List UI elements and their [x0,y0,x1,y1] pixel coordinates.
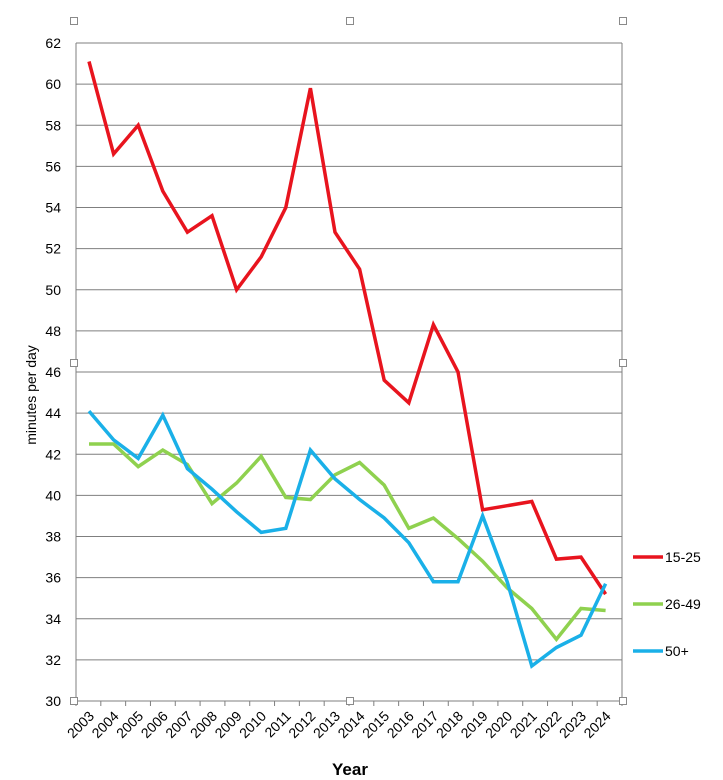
x-tick-label: 2006 [138,708,171,741]
series-line-15-25 [87,61,608,596]
legend-label: 50+ [665,643,689,659]
x-tick-labels: 2003200420052006200720082009201020112012… [64,708,614,741]
x-tick-label: 2012 [285,708,318,741]
x-tick-label: 2015 [359,708,392,741]
x-tick-label: 2018 [433,708,466,741]
series-lines [87,61,608,669]
legend-label: 26-49 [665,596,701,612]
x-tick-label: 2011 [261,708,294,741]
x-tick-label: 2007 [162,708,195,741]
x-tick-label: 2005 [113,708,146,741]
y-tick-label: 44 [45,405,61,421]
x-tick-label: 2016 [384,708,417,741]
y-tick-label: 38 [45,529,61,545]
resize-handle[interactable] [70,697,78,705]
x-tick-label: 2021 [507,708,540,741]
series-line-26-49 [89,442,606,643]
y-tick-label: 58 [45,117,61,133]
y-tick-label: 54 [45,200,61,216]
y-tick-label: 36 [45,570,61,586]
series-line-50+ [87,409,608,669]
y-tick-label: 46 [45,364,61,380]
y-tick-label: 32 [45,652,61,668]
y-tick-label: 30 [45,693,61,709]
y-tick-label: 34 [45,611,61,627]
y-tick-labels: 30 32 34 36 38 40 42 44 46 48 50 52 54 56 58 60 62 [45,35,61,709]
y-tick-label: 42 [45,446,61,462]
x-tick-label: 2009 [211,708,244,741]
resize-handle[interactable] [70,359,78,367]
x-tick-label: 2017 [408,708,441,741]
y-tick-label: 60 [45,76,61,92]
x-tick-label: 2013 [310,708,343,741]
selection-handles[interactable] [70,17,627,705]
resize-handle[interactable] [346,697,354,705]
resize-handle[interactable] [70,17,78,25]
resize-handle[interactable] [619,697,627,705]
legend: 15-25 26-49 50+ [633,549,701,659]
x-tick-label: 2020 [482,708,515,741]
y-axis-label: minutes per day [23,345,39,445]
x-tick-label: 2003 [64,708,97,741]
resize-handle[interactable] [619,359,627,367]
resize-handle[interactable] [619,17,627,25]
x-tick-label: 2024 [580,708,613,741]
x-tick-label: 2010 [236,708,269,741]
x-tick-label: 2019 [457,708,490,741]
y-tick-label: 56 [45,158,61,174]
y-tick-label: 62 [45,35,61,51]
x-axis-label: Year [332,760,368,779]
x-tick-label: 2022 [531,708,564,741]
resize-handle[interactable] [346,17,354,25]
y-tick-label: 40 [45,487,61,503]
legend-label: 15-25 [665,549,701,565]
x-tick-label: 2023 [556,708,589,741]
y-tick-label: 50 [45,282,61,298]
x-tick-label: 2008 [187,708,220,741]
gridlines [75,42,623,706]
x-tick-label: 2014 [334,708,367,741]
y-tick-label: 48 [45,323,61,339]
y-tick-label: 52 [45,241,61,257]
x-tick-label: 2004 [88,708,121,741]
